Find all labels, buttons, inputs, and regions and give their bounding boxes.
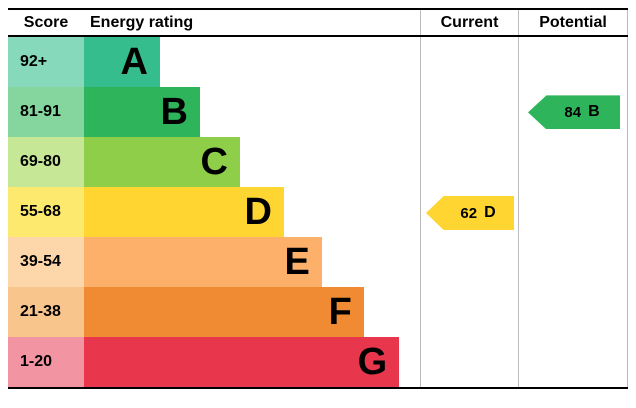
band-score: 39-54 bbox=[8, 237, 84, 287]
potential-letter: B bbox=[588, 103, 600, 121]
potential-header: Potential bbox=[518, 10, 628, 35]
epc-table: Score Energy rating Current Potential 92… bbox=[8, 8, 628, 389]
band-score: 69-80 bbox=[8, 137, 84, 187]
band-row-f: 21-38 F bbox=[8, 287, 420, 337]
band-row-a: 92+ A bbox=[8, 37, 420, 87]
potential-value: 84 bbox=[564, 103, 582, 121]
band-row-g: 1-20 G bbox=[8, 337, 420, 387]
potential-rating-arrow: 84 B bbox=[528, 95, 620, 130]
band-letter: C bbox=[200, 141, 228, 183]
band-bar-area: C bbox=[84, 137, 420, 187]
current-column: 62 D bbox=[420, 37, 518, 387]
band-bar: E bbox=[84, 237, 322, 287]
band-score: 92+ bbox=[8, 37, 84, 87]
band-bar: A bbox=[84, 37, 160, 87]
band-score: 1-20 bbox=[8, 337, 84, 387]
band-bar-area: B bbox=[84, 87, 420, 137]
band-letter: A bbox=[120, 41, 148, 83]
band-row-c: 69-80 C bbox=[8, 137, 420, 187]
band-score: 81-91 bbox=[8, 87, 84, 137]
band-letter: D bbox=[244, 191, 272, 233]
band-bar-area: E bbox=[84, 237, 420, 287]
current-header: Current bbox=[420, 10, 518, 35]
band-row-d: 55-68 D bbox=[8, 187, 420, 237]
current-value: 62 bbox=[460, 204, 478, 222]
band-bar: C bbox=[84, 137, 240, 187]
rating-bands: 92+ A 81-91 B 69-8 bbox=[8, 37, 420, 387]
band-score: 55-68 bbox=[8, 187, 84, 237]
energy-rating-header: Energy rating bbox=[90, 13, 194, 31]
band-bar-area: D bbox=[84, 187, 420, 237]
band-score: 21-38 bbox=[8, 287, 84, 337]
band-letter: G bbox=[357, 341, 388, 383]
band-bar: D bbox=[84, 187, 284, 237]
band-letter: B bbox=[160, 91, 188, 133]
chart-body: 92+ A 81-91 B 69-8 bbox=[8, 37, 628, 389]
band-row-e: 39-54 E bbox=[8, 237, 420, 287]
band-bar-area: F bbox=[84, 287, 420, 337]
band-bar-area: A bbox=[84, 37, 420, 87]
band-letter: E bbox=[284, 241, 310, 283]
potential-column: 84 B bbox=[518, 37, 628, 387]
band-bar: B bbox=[84, 87, 200, 137]
score-header: Score bbox=[23, 13, 69, 31]
current-letter: D bbox=[484, 204, 496, 221]
header-row: Score Energy rating Current Potential bbox=[8, 10, 628, 37]
band-bar: G bbox=[84, 337, 400, 387]
band-bar: F bbox=[84, 287, 364, 337]
band-bar-area: G bbox=[84, 337, 420, 387]
band-letter: F bbox=[328, 291, 352, 333]
current-rating-arrow: 62 D bbox=[426, 196, 514, 230]
band-row-b: 81-91 B bbox=[8, 87, 420, 137]
